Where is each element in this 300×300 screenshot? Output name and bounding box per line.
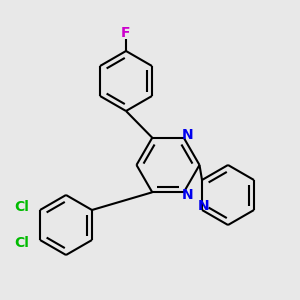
Text: N: N [182, 188, 193, 202]
Text: N: N [198, 200, 209, 213]
Text: N: N [182, 128, 193, 142]
Text: Cl: Cl [15, 200, 29, 214]
Text: Cl: Cl [15, 236, 29, 250]
Text: F: F [121, 26, 131, 40]
